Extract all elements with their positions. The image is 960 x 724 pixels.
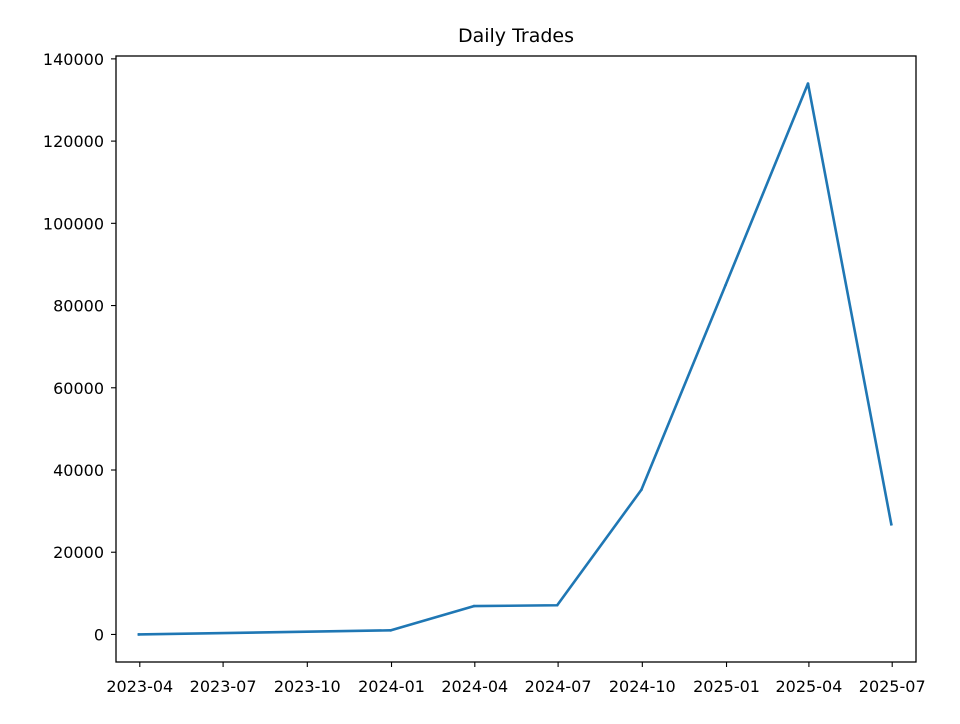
chart-title: Daily Trades [458,25,574,47]
y-tick-label: 60000 [53,379,104,398]
x-tick-label: 2024-01 [358,677,425,696]
data-point [137,633,141,636]
data-point [640,488,643,492]
x-tick-label: 2025-01 [693,677,760,696]
data-point [555,603,559,607]
series-line-0 [137,82,893,636]
y-tick-label: 100000 [43,214,104,233]
y-tick-label: 0 [94,625,104,644]
x-tick-label: 2025-07 [859,677,926,696]
data-point [472,604,476,608]
x-tick-label: 2023-04 [106,677,173,696]
data-point [389,629,392,632]
x-tick-label: 2024-04 [441,677,508,696]
data-point [724,283,727,287]
y-tick-label: 120000 [43,132,104,151]
x-tick-label: 2025-04 [775,677,842,696]
x-tick-label: 2024-10 [609,677,676,696]
x-tick-label: 2024-07 [525,677,592,696]
y-tick-label: 140000 [43,50,104,69]
data-point [889,522,893,526]
x-tick-label: 2023-10 [274,677,341,696]
x-tick-label: 2023-07 [190,677,257,696]
y-tick-label: 20000 [53,543,104,562]
plot-area-frame [115,55,917,663]
y-tick-label: 40000 [53,461,104,480]
data-point [806,82,810,85]
y-tick-label: 80000 [53,297,104,316]
